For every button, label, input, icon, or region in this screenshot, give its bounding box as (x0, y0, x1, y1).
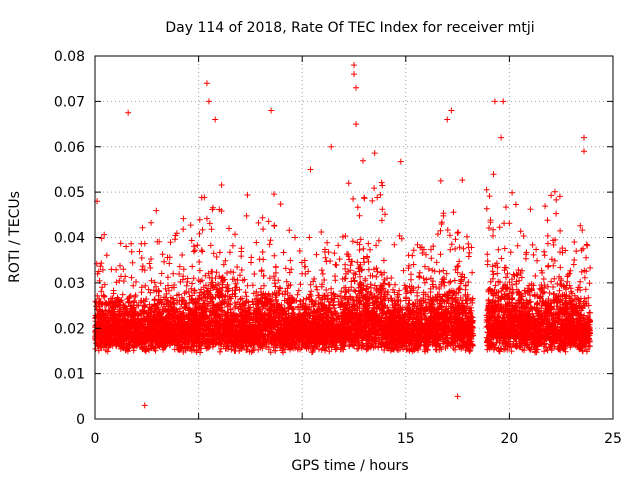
y-tick-label: 0.05 (54, 185, 85, 201)
data-point (205, 98, 212, 105)
data-point (307, 166, 314, 173)
y-tick-label: 0.04 (54, 231, 85, 247)
data-point (353, 84, 360, 91)
y-tick-label: 0.06 (54, 140, 85, 156)
y-tick-label: 0.01 (54, 367, 85, 383)
data-point (454, 393, 461, 400)
x-tick-label: 15 (397, 431, 415, 447)
y-tick-label: 0.03 (54, 276, 85, 292)
data-point (580, 148, 587, 155)
y-axis-label: ROTI / TECUs (7, 191, 23, 283)
data-point (580, 134, 587, 141)
x-tick-label: 5 (194, 431, 203, 447)
data-points (92, 62, 594, 409)
data-point (353, 121, 360, 128)
y-tick-label: 0.08 (54, 49, 85, 65)
data-point (351, 71, 357, 78)
data-point (444, 116, 451, 123)
data-point (268, 107, 275, 114)
x-tick-label: 25 (604, 431, 622, 447)
x-axis-label: GPS time / hours (291, 458, 408, 474)
data-point (351, 62, 357, 69)
data-point (125, 109, 132, 116)
data-point (491, 98, 498, 105)
data-point (500, 98, 507, 105)
data-point (328, 143, 335, 150)
data-point (448, 107, 455, 114)
chart-title: Day 114 of 2018, Rate Of TEC Index for r… (165, 20, 534, 36)
data-point (498, 134, 505, 141)
y-tick-label: 0.02 (54, 321, 85, 337)
data-point (141, 402, 148, 409)
data-point (203, 80, 210, 87)
axes: 0 5 10 15 20 25 0 0.01 0.02 0.03 0.04 0.05 0.06 0.07 0… (54, 49, 622, 447)
x-tick-label: 0 (91, 431, 100, 447)
data-point (212, 116, 219, 123)
x-tick-label: 10 (293, 431, 311, 447)
data-point-cloud (92, 150, 594, 356)
y-tick-label: 0 (76, 412, 85, 428)
y-tick-label: 0.07 (54, 94, 85, 110)
x-tick-label: 20 (500, 431, 518, 447)
grid (95, 56, 613, 419)
